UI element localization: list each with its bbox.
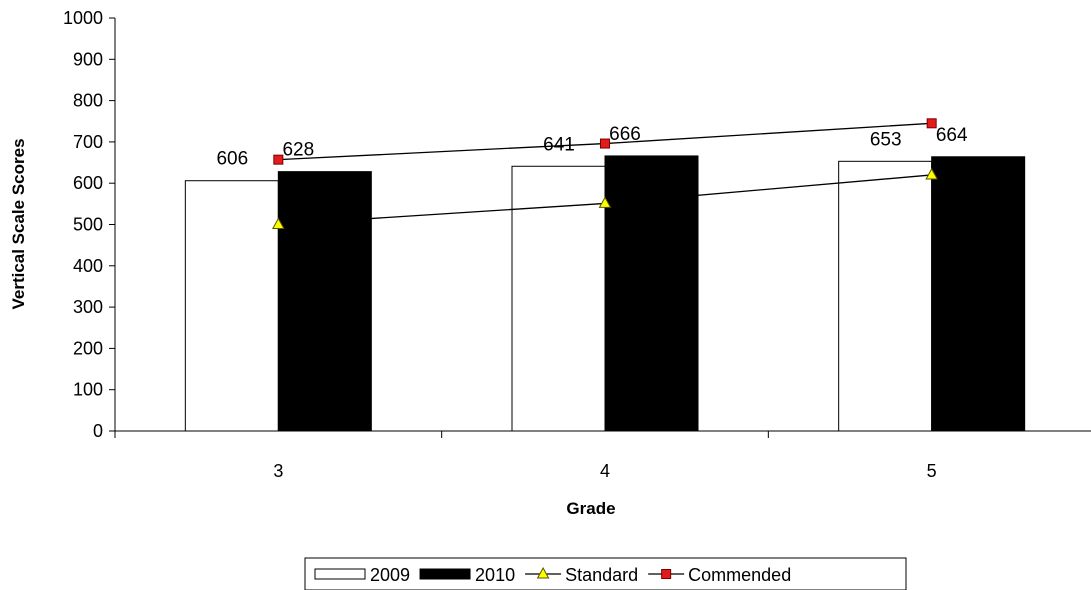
y-tick-label: 1000 (63, 8, 103, 28)
bar-2010 (931, 156, 1026, 432)
x-axis-title: Grade (566, 499, 615, 518)
y-tick-label: 700 (73, 132, 103, 152)
y-tick-label: 600 (73, 173, 103, 193)
data-label-2010: 666 (609, 124, 641, 145)
bar-2009 (184, 180, 279, 432)
legend-label-2009: 2009 (370, 565, 410, 585)
y-axis-title: Vertical Scale Scores (9, 138, 28, 309)
legend-marker-Commended (661, 569, 672, 579)
legend-swatch-2009 (314, 568, 366, 580)
data-labels: 606 628 641 666 653 664 (216, 124, 967, 170)
y-tick-label: 300 (73, 297, 103, 317)
bar-2010 (604, 155, 699, 432)
marker-Commended (600, 138, 610, 149)
y-tick-label: 500 (73, 215, 103, 235)
marker-Standard (598, 196, 612, 208)
y-tick-label: 100 (73, 380, 103, 400)
axes: 0 100 200 300 400 500 600 700 800 900 1000 3 4 5 (63, 8, 1091, 481)
x-tick-label: 3 (273, 461, 283, 481)
marker-Commended (926, 118, 937, 129)
y-tick-label: 900 (73, 49, 103, 69)
bar-2010 (277, 171, 372, 432)
data-label-2009: 653 (870, 129, 902, 150)
bar-2009 (838, 160, 933, 432)
marker-Standard (271, 217, 285, 229)
legend-label-2010: 2010 (475, 565, 515, 585)
data-label-2009: 606 (216, 149, 248, 170)
y-tick-label: 0 (93, 421, 103, 441)
y-tick-label: 400 (73, 256, 103, 276)
legend-swatch-2010 (419, 568, 471, 580)
legend: 2009 2010 Standard Commended (304, 557, 907, 590)
legend-label-Standard: Standard (565, 565, 638, 585)
lines (271, 118, 939, 229)
y-tick-label: 200 (73, 338, 103, 358)
legend-marker-Standard (536, 566, 550, 579)
marker-Commended (273, 154, 284, 165)
y-tick-label: 800 (73, 91, 103, 111)
marker-Standard (925, 167, 939, 180)
data-label-2010: 664 (936, 125, 968, 146)
data-label-2009: 641 (543, 134, 575, 155)
legend-label-Commended: Commended (688, 565, 791, 585)
legend-box (304, 557, 907, 590)
bars (184, 155, 1026, 432)
x-tick-label: 4 (600, 461, 610, 481)
data-label-2010: 628 (282, 140, 314, 161)
x-tick-label: 5 (927, 461, 937, 481)
bar-2009 (511, 165, 606, 432)
